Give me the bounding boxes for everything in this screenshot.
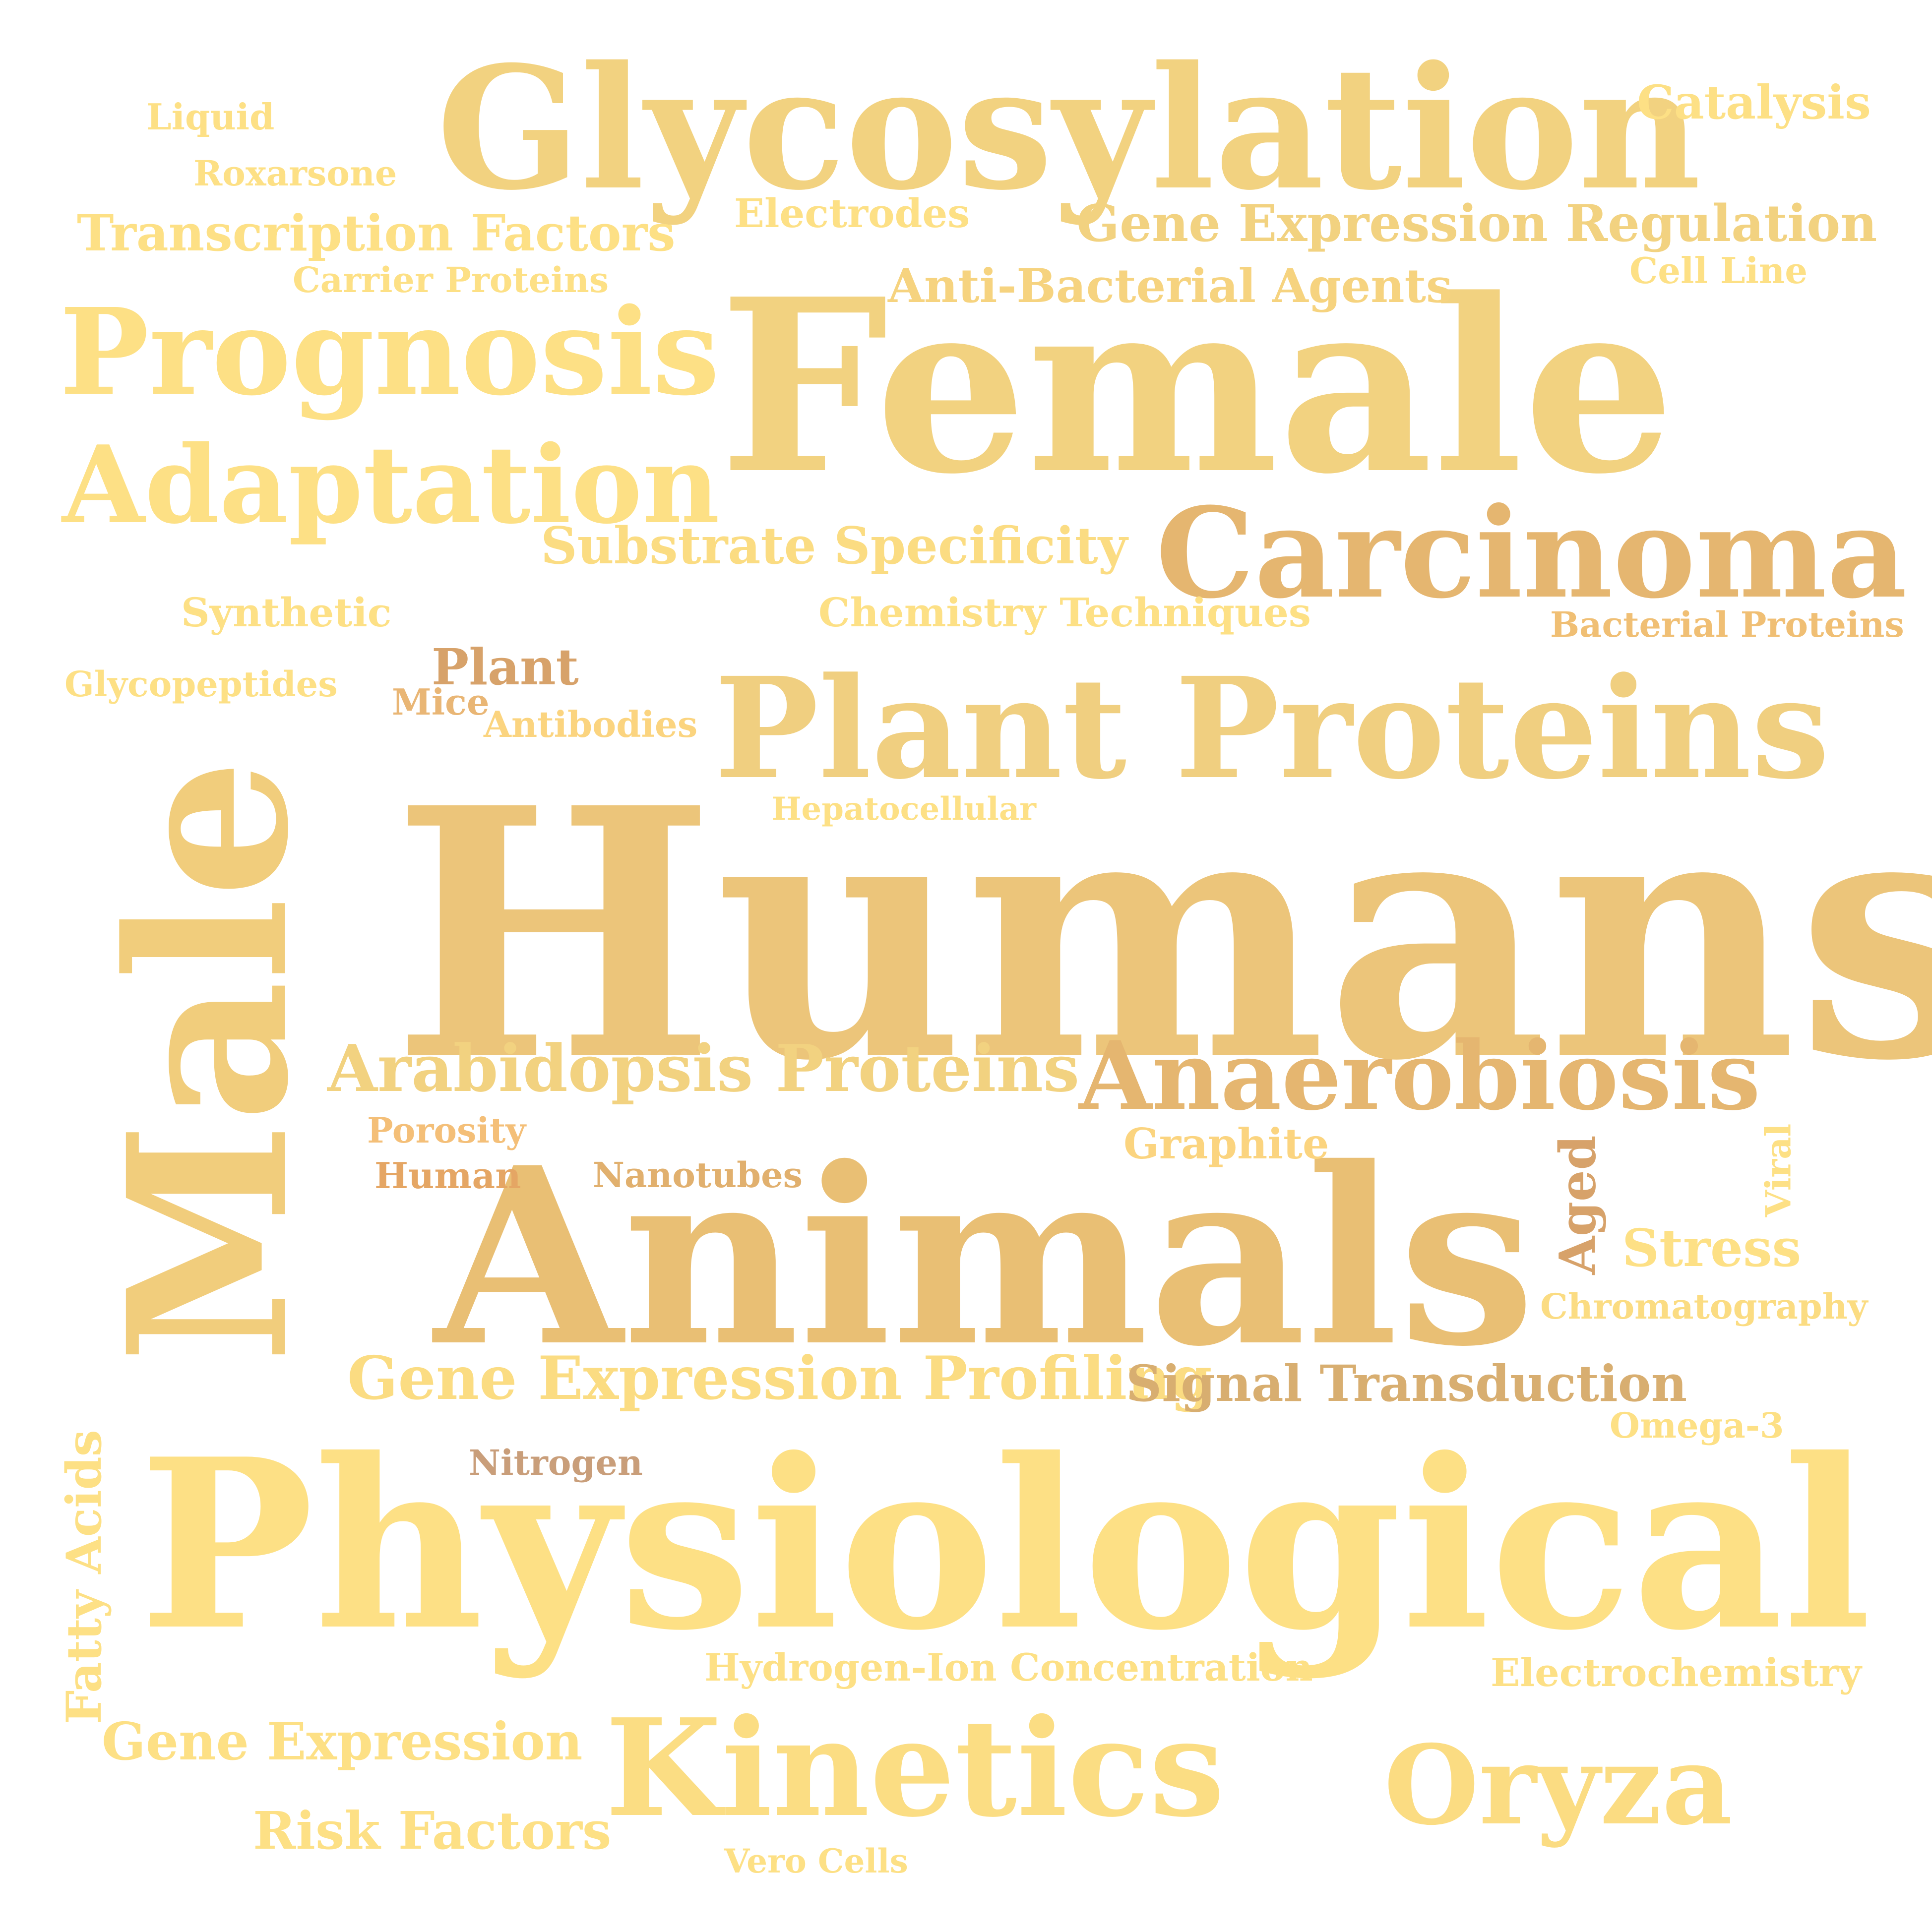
- word-aged: Aged: [1548, 1135, 1607, 1275]
- word-glycopeptides: Glycopeptides: [64, 664, 338, 705]
- word-hepatocellular: Hepatocellular: [771, 790, 1036, 828]
- word-hydrogen-ion-concentration: Hydrogen-Ion Concentration: [704, 1645, 1313, 1690]
- word-chromatography: Chromatography: [1540, 1286, 1868, 1327]
- word-stress: Stress: [1622, 1217, 1802, 1278]
- word-vero-cells: Vero Cells: [724, 1842, 908, 1880]
- word-chemistry-techniques: Chemistry Techniques: [818, 589, 1311, 636]
- word-carrier-proteins: Carrier Proteins: [293, 259, 609, 301]
- word-physiological: Physiological: [139, 1408, 1872, 1682]
- word-transcription-factors: Transcription Factors: [77, 204, 676, 262]
- word-liquid: Liquid: [146, 96, 275, 138]
- word-nitrogen: Nitrogen: [469, 1442, 643, 1483]
- word-glycosylation: Glycosylation: [436, 30, 1701, 228]
- word-substrate-specificity: Substrate Specificity: [541, 516, 1128, 576]
- word-fatty-acids: Fatty Acids: [56, 1430, 112, 1724]
- word-catalysis: Catalysis: [1637, 75, 1871, 130]
- word-roxarsone: Roxarsone: [193, 153, 397, 194]
- word-oryza: Oryza: [1384, 1721, 1733, 1849]
- word-carcinoma: Carcinoma: [1156, 480, 1907, 626]
- word-electrodes: Electrodes: [734, 190, 970, 237]
- word-gene-expression-profiling: Gene Expression Profiling: [347, 1343, 1212, 1413]
- word-mice: Mice: [392, 681, 490, 723]
- word-viral: Viral: [1757, 1123, 1799, 1217]
- word-bacterial-proteins: Bacterial Proteins: [1550, 604, 1904, 645]
- word-plant: Plant: [432, 638, 579, 696]
- word-kinetics: Kinetics: [605, 1689, 1225, 1847]
- word-omega-3: Omega-3: [1610, 1405, 1784, 1446]
- word-plant-proteins: Plant Proteins: [714, 647, 1830, 810]
- word-graphite: Graphite: [1123, 1119, 1329, 1168]
- word-animals: Animals: [434, 1114, 1536, 1400]
- word-arabidopsis-proteins: Arabidopsis Proteins: [327, 1030, 1080, 1106]
- word-female: Female: [719, 247, 1675, 527]
- word-nanotubes: Nanotubes: [593, 1154, 803, 1196]
- word-electrochemistry: Electrochemistry: [1491, 1650, 1862, 1695]
- word-porosity: Porosity: [367, 1110, 526, 1151]
- word-adaptation: Adaptation: [62, 422, 720, 547]
- word-human: Human: [374, 1154, 521, 1197]
- word-anaerobiosis: Anaerobiosis: [1079, 1021, 1761, 1131]
- word-humans: Humans: [392, 733, 1932, 1136]
- word-antibodies: Antibodies: [484, 703, 698, 745]
- word-risk-factors: Risk Factors: [253, 1800, 612, 1861]
- word-anti-bacterial-agents: Anti-Bacterial Agents: [888, 259, 1452, 313]
- word-synthetic: Synthetic: [181, 589, 392, 636]
- word-gene-expression: Gene Expression: [102, 1711, 583, 1772]
- word-cell-line: Cell Line: [1629, 249, 1808, 292]
- word-signal-transduction: Signal Transduction: [1126, 1354, 1687, 1413]
- word-prognosis: Prognosis: [60, 282, 720, 422]
- word-male: Male: [80, 759, 337, 1364]
- word-gene-expression-regulation: Gene Expression Regulation: [1076, 194, 1877, 253]
